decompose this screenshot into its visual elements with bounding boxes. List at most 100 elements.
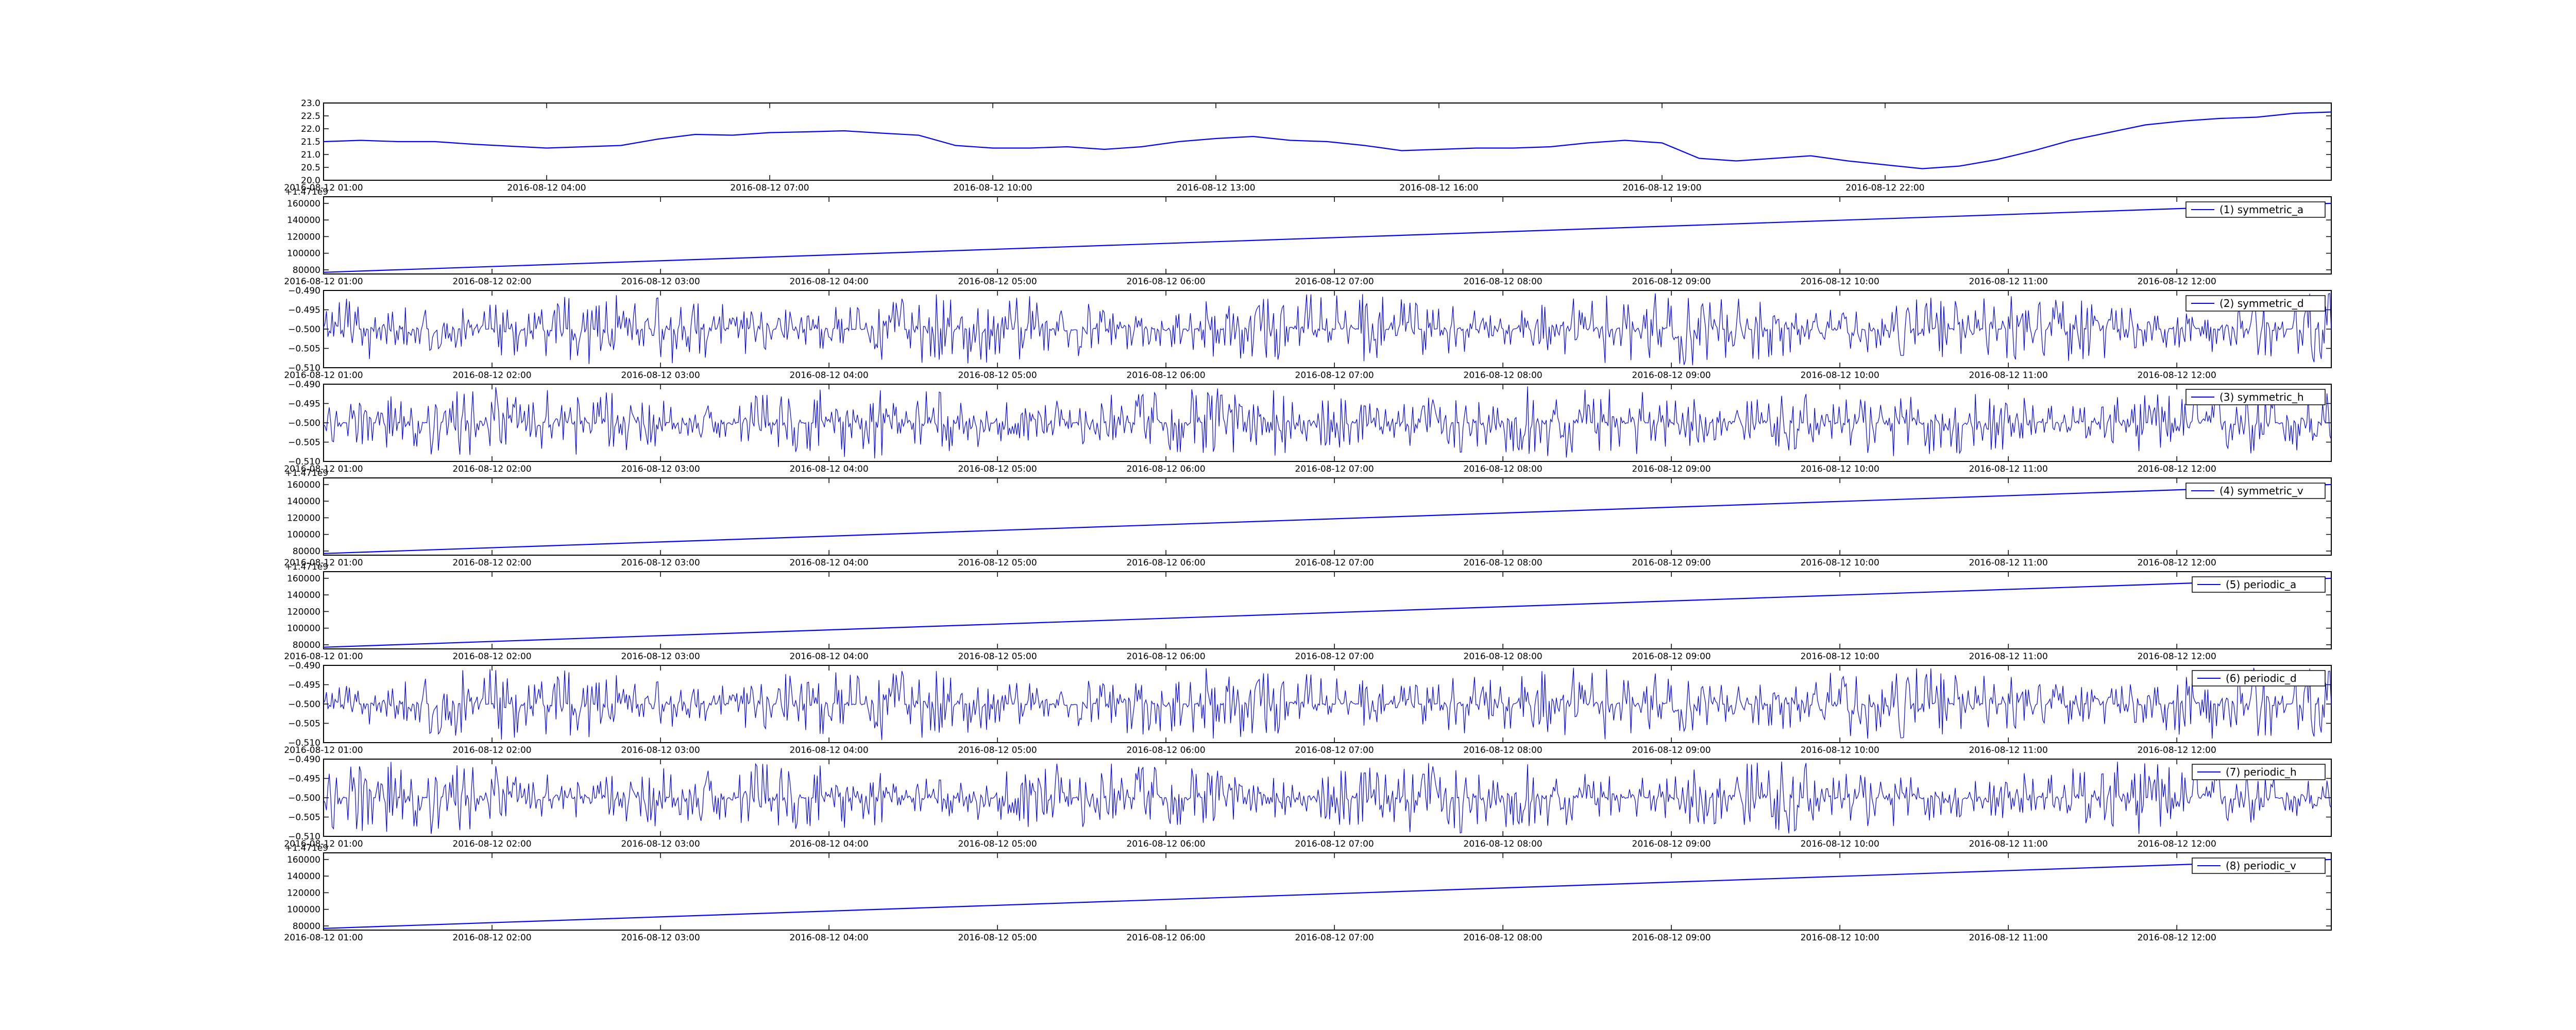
x-tick-label: 2016-08-12 06:00 (1126, 370, 1205, 381)
x-tick-label: 2016-08-12 07:00 (1295, 370, 1374, 381)
x-tick-label: 2016-08-12 04:00 (507, 183, 586, 193)
x-tick-label: 2016-08-12 08:00 (1464, 839, 1543, 849)
legend-label: (5) periodic_a (2226, 578, 2296, 591)
x-tick-label: 2016-08-12 08:00 (1464, 745, 1543, 756)
legend-label: (4) symmetric_v (2219, 485, 2303, 497)
x-tick-label: 2016-08-12 01:00 (284, 933, 363, 943)
x-tick-label: 2016-08-12 10:00 (1801, 277, 1879, 287)
axes-frame (323, 196, 2332, 274)
y-tick-label: −0.505 (288, 813, 320, 823)
y-tick-label: −0.495 (288, 305, 320, 316)
x-tick-label: 2016-08-12 04:00 (789, 277, 868, 287)
x-tick-label: 2016-08-12 12:00 (2138, 370, 2216, 381)
x-tick-label: 2016-08-12 04:00 (789, 651, 868, 662)
y-tick-label: 21.0 (301, 150, 320, 160)
x-tick-label: 2016-08-12 01:00 (284, 558, 363, 568)
x-tick-label: 2016-08-12 12:00 (2138, 933, 2216, 943)
x-tick-label: 2016-08-12 07:00 (1295, 277, 1374, 287)
axes-frame (323, 852, 2332, 931)
x-tick-label: 2016-08-12 02:00 (452, 745, 531, 756)
x-tick-label: 2016-08-12 05:00 (958, 558, 1037, 568)
x-tick-label: 2016-08-12 10:00 (1801, 370, 1879, 381)
x-tick-label: 2016-08-12 11:00 (1969, 933, 2048, 943)
subplot-6: 80000 100000 120000 140000 160000 2016-08-12 … (284, 562, 2332, 662)
y-tick-label: 23.0 (301, 98, 320, 109)
y-tick-label: 120000 (287, 888, 320, 898)
y-tick-label: 160000 (287, 574, 320, 584)
x-tick-label: 2016-08-12 09:00 (1632, 839, 1711, 849)
x-tick-label: 2016-08-12 13:00 (1176, 183, 1255, 193)
x-tick-label: 2016-08-12 11:00 (1969, 839, 2048, 849)
x-tick-label: 2016-08-12 08:00 (1464, 464, 1543, 474)
y-tick-label: −0.490 (288, 286, 320, 296)
x-tick-label: 2016-08-12 08:00 (1464, 651, 1543, 662)
y-tick-label: −0.500 (288, 793, 320, 803)
y-tick-label: 140000 (287, 871, 320, 882)
x-tick-label: 2016-08-12 05:00 (958, 651, 1037, 662)
x-tick-label: 2016-08-12 03:00 (621, 745, 700, 756)
x-tick-label: 2016-08-12 09:00 (1632, 651, 1711, 662)
x-tick-label: 2016-08-12 16:00 (1399, 183, 1478, 193)
y-tick-label: 80000 (293, 265, 320, 276)
subplot-2: 80000 100000 120000 140000 160000 2016-08-12 … (284, 187, 2332, 287)
subplot-4: −0.490−0.495−0.500−0.505−0.5102016-08-12… (284, 380, 2332, 474)
x-tick-label: 2016-08-12 03:00 (621, 464, 700, 474)
y-tick-label: −0.500 (288, 699, 320, 710)
y-tick-label: 80000 (293, 640, 320, 650)
y-tick-label: −0.510 (288, 363, 320, 373)
x-tick-label: 2016-08-12 04:00 (789, 464, 868, 474)
x-tick-label: 2016-08-12 07:00 (1295, 745, 1374, 756)
y-tick-label: 100000 (287, 530, 320, 540)
x-tick-label: 2016-08-12 06:00 (1126, 558, 1205, 568)
x-tick-label: 2016-08-12 01:00 (284, 651, 363, 662)
x-tick-label: 2016-08-12 04:00 (789, 839, 868, 849)
x-tick-label: 2016-08-12 02:00 (452, 558, 531, 568)
x-tick-label: 2016-08-12 03:00 (621, 933, 700, 943)
x-tick-label: 2016-08-12 12:00 (2138, 839, 2216, 849)
subplot-3: −0.490 −0.495 −0.500 −0.505 −0.510 2016-08-12… (284, 286, 2332, 381)
y-tick-label: −0.495 (288, 399, 320, 409)
y-tick-label: −0.505 (288, 344, 320, 354)
y-tick-label: −0.495 (288, 680, 320, 691)
series-line (323, 386, 2332, 459)
x-tick-label: 2016-08-12 04:00 (789, 933, 868, 943)
x-tick-label: 2016-08-12 07:00 (1295, 839, 1374, 849)
x-tick-label: 2016-08-12 09:00 (1632, 277, 1711, 287)
x-tick-label: 2016-08-12 11:00 (1969, 745, 2048, 756)
x-tick-label: 2016-08-12 05:00 (958, 464, 1037, 474)
y-tick-label: 100000 (287, 905, 320, 915)
y-tick-label: −0.490 (288, 380, 320, 390)
y-tick-label: −0.500 (288, 418, 320, 428)
axes-frame (323, 477, 2332, 556)
legend-label: (6) periodic_d (2226, 672, 2297, 684)
y-tick-label: 120000 (287, 513, 320, 523)
y-tick-label: −0.500 (288, 324, 320, 335)
x-tick-label: 2016-08-12 06:00 (1126, 839, 1205, 849)
x-tick-label: 2016-08-12 07:00 (1295, 933, 1374, 943)
x-tick-label: 2016-08-12 10:00 (1801, 839, 1879, 849)
x-tick-label: 2016-08-12 11:00 (1969, 651, 2048, 662)
x-tick-label: 2016-08-12 02:00 (452, 651, 531, 662)
series-line (323, 202, 2332, 273)
y-tick-label: −0.490 (288, 661, 320, 671)
x-tick-label: 2016-08-12 10:00 (1801, 464, 1879, 474)
y-tick-label: 140000 (287, 590, 320, 600)
subplot-1: 20.0 20.5 21.0 21.5 22.0 22.5 23.0 2016-08-12 0… (284, 98, 2332, 193)
x-tick-label: 2016-08-12 04:00 (789, 370, 868, 381)
x-tick-label: 2016-08-12 10:00 (953, 183, 1032, 193)
x-tick-label: 2016-08-12 03:00 (621, 839, 700, 849)
legend-label: (3) symmetric_h (2219, 391, 2304, 403)
x-tick-label: 2016-08-12 11:00 (1969, 370, 2048, 381)
subplot-5: 80000 100000 120000 140000 160000 2016-08-12 … (284, 468, 2332, 568)
legend: (5) periodic_a (2192, 576, 2326, 593)
x-tick-label: 2016-08-12 09:00 (1632, 558, 1711, 568)
x-tick-label: 2016-08-12 01:00 (284, 839, 363, 849)
x-tick-label: 2016-08-12 07:00 (1295, 464, 1374, 474)
y-tick-label: −0.510 (288, 738, 320, 748)
series-line (323, 577, 2332, 648)
x-tick-label: 2016-08-12 08:00 (1464, 277, 1543, 287)
x-tick-label: 2016-08-12 09:00 (1632, 933, 1711, 943)
x-tick-label: 2016-08-12 12:00 (2138, 277, 2216, 287)
axis-offset-text: +1.471e9 (285, 843, 328, 853)
x-tick-label: 2016-08-12 05:00 (958, 370, 1037, 381)
